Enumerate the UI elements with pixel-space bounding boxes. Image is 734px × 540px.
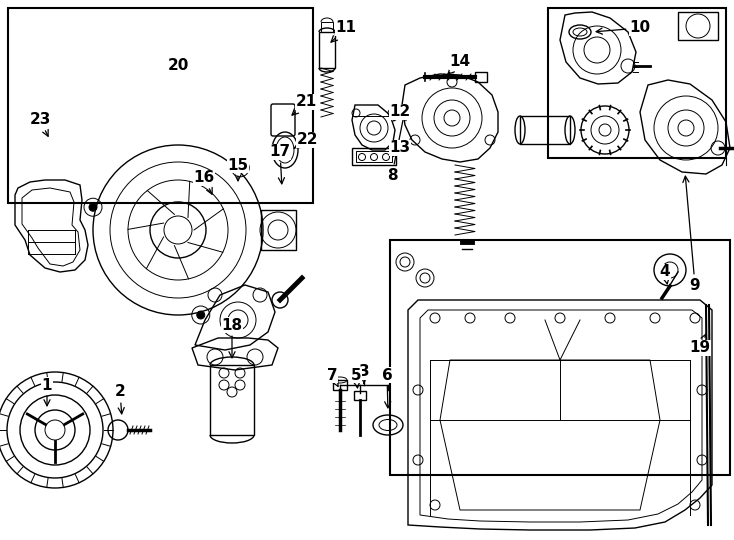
Bar xyxy=(520,116,570,144)
Bar xyxy=(333,380,347,390)
Bar xyxy=(8,8,313,203)
Bar xyxy=(390,240,730,475)
Text: 9: 9 xyxy=(683,176,700,293)
Text: 17: 17 xyxy=(269,145,291,184)
Bar xyxy=(678,12,718,40)
Text: 13: 13 xyxy=(390,140,410,157)
Bar xyxy=(356,151,392,162)
Text: 23: 23 xyxy=(29,112,51,136)
Text: 21: 21 xyxy=(292,94,316,115)
Text: 10: 10 xyxy=(596,21,650,36)
Text: 7: 7 xyxy=(327,368,338,387)
Text: 20: 20 xyxy=(167,57,189,72)
Bar xyxy=(548,8,726,158)
Bar xyxy=(321,22,333,32)
Text: 16: 16 xyxy=(193,171,214,194)
Text: 22: 22 xyxy=(294,132,319,149)
Text: 11: 11 xyxy=(331,21,357,42)
Bar xyxy=(354,391,366,400)
Text: 15: 15 xyxy=(228,158,249,181)
Text: 5: 5 xyxy=(351,368,361,388)
Circle shape xyxy=(197,311,205,319)
Circle shape xyxy=(236,164,244,172)
Text: 12: 12 xyxy=(389,105,410,121)
Text: 18: 18 xyxy=(222,318,242,358)
Text: 19: 19 xyxy=(689,334,711,355)
Text: 14: 14 xyxy=(448,55,470,74)
Bar xyxy=(261,210,296,250)
Text: 3: 3 xyxy=(359,364,369,383)
Bar xyxy=(475,72,487,82)
Text: 8: 8 xyxy=(387,114,406,183)
Bar xyxy=(210,365,254,435)
Text: 2: 2 xyxy=(115,384,126,414)
Text: 4: 4 xyxy=(660,265,670,284)
Bar xyxy=(319,32,335,68)
Circle shape xyxy=(89,203,97,211)
Text: 1: 1 xyxy=(42,377,52,406)
Text: 6: 6 xyxy=(382,368,393,408)
